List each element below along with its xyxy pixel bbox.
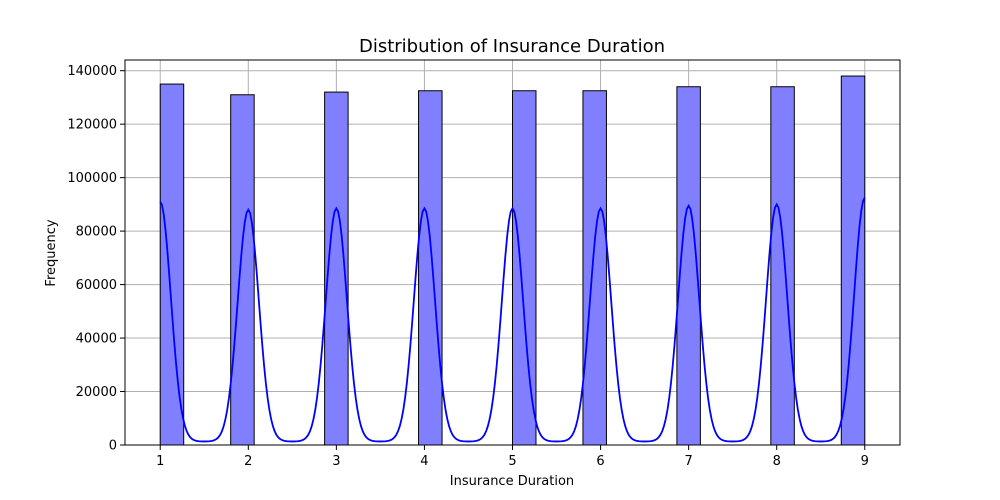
- x-tick-label: 6: [596, 454, 604, 469]
- chart-title: Distribution of Insurance Duration: [359, 36, 665, 57]
- kde-curve: [159, 197, 866, 443]
- histogram-bar: [840, 75, 866, 446]
- y-tick-label: 40000: [76, 332, 117, 347]
- histogram-bar: [230, 94, 255, 446]
- histogram-bar: [418, 90, 443, 446]
- histogram-bar: [512, 90, 537, 446]
- y-axis-label: Frequency: [44, 219, 59, 286]
- y-tick-label: 0: [109, 439, 117, 454]
- x-tick-label: 4: [420, 454, 428, 469]
- x-tick-label: 1: [156, 454, 164, 469]
- y-tick-label: 120000: [67, 118, 117, 133]
- x-tick-label: 8: [773, 454, 781, 469]
- x-axis-ticks: 1 2 3 4 5 6 7 8 9: [156, 445, 869, 469]
- x-tick-label: 9: [861, 454, 869, 469]
- y-tick-label: 140000: [67, 64, 117, 79]
- kde-line: [159, 197, 866, 443]
- x-tick-label: 7: [684, 454, 692, 469]
- x-tick-label: 5: [508, 454, 516, 469]
- histogram-bar: [582, 90, 607, 446]
- y-tick-label: 100000: [67, 171, 117, 186]
- y-tick-label: 20000: [76, 385, 117, 400]
- x-axis-label: Insurance Duration: [450, 474, 574, 489]
- y-tick-label: 80000: [76, 225, 117, 240]
- x-tick-label: 2: [244, 454, 252, 469]
- histogram-bar: [159, 83, 185, 446]
- y-tick-label: 60000: [76, 278, 117, 293]
- histogram-bar: [770, 86, 795, 446]
- x-tick-label: 3: [332, 454, 340, 469]
- y-axis-ticks: 0 20000 40000 60000 80000 100000 120000 140000: [67, 64, 125, 454]
